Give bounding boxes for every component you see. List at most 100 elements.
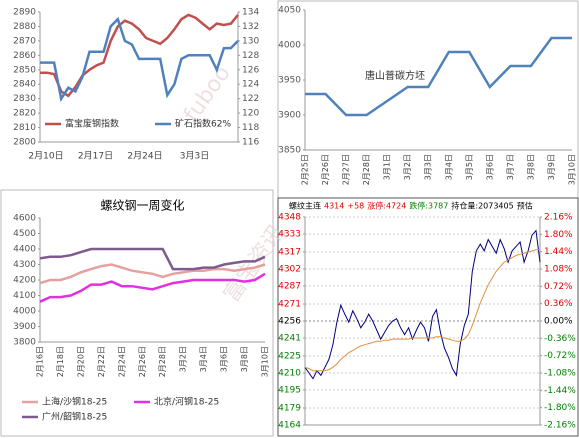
x-tick-label: 3月10日 bbox=[261, 346, 270, 377]
series-line bbox=[39, 263, 266, 285]
y-tick-label: 2860 bbox=[13, 51, 36, 61]
y-tick-label: 2830 bbox=[13, 94, 36, 104]
y-tick-label: 2890 bbox=[13, 8, 36, 18]
y-tick-label: 2810 bbox=[13, 123, 36, 133]
y-tick-label: 3800 bbox=[13, 338, 36, 348]
y-tick-label: 2820 bbox=[13, 109, 36, 119]
x-tick-label: 2月26日 bbox=[138, 346, 147, 377]
y-tick-label: 3900 bbox=[13, 322, 36, 332]
header-text: 涨停:4724 bbox=[367, 201, 406, 211]
y-tick-label: 4000 bbox=[278, 41, 301, 51]
y-tick-label: 2800 bbox=[13, 138, 36, 148]
y2-tick-label: 122 bbox=[242, 94, 259, 104]
x-tick-label: 3月5日 bbox=[465, 154, 474, 180]
x-tick-label: 3月9日 bbox=[547, 154, 556, 180]
frame bbox=[277, 197, 579, 437]
header-text: 4314 bbox=[324, 202, 344, 211]
series-line bbox=[39, 247, 266, 271]
frame bbox=[0, 189, 274, 437]
chart-title: 螺纹钢一周变化 bbox=[100, 198, 184, 213]
x-tick-label: 3月3日 bbox=[424, 154, 433, 180]
x-tick-label: 2月26日 bbox=[321, 154, 330, 185]
y-tick-label: 4333 bbox=[278, 229, 301, 239]
x-tick-label: 2月28日 bbox=[158, 346, 167, 377]
legend-label: 矿石指数62% bbox=[175, 118, 231, 130]
y2-tick-label: 2.16% bbox=[544, 213, 573, 223]
y-tick-label: 4050 bbox=[278, 6, 301, 16]
y-tick-label: 4302 bbox=[278, 265, 301, 275]
y-tick-label: 4000 bbox=[13, 307, 36, 317]
header-text: 预估 bbox=[517, 201, 533, 211]
y2-tick-label: -0.36% bbox=[544, 334, 576, 344]
x-tick-label: 3月4日 bbox=[444, 154, 453, 180]
legend-label: 富宝废钢指数 bbox=[65, 118, 119, 130]
y-tick-label: 4200 bbox=[13, 276, 36, 286]
x-tick-label: 3月1日 bbox=[383, 154, 392, 180]
y-tick-label: 4241 bbox=[278, 333, 301, 343]
y-tick-label: 2840 bbox=[13, 80, 36, 90]
y2-tick-label: 1.08% bbox=[544, 265, 573, 275]
y2-tick-label: -2.16% bbox=[544, 421, 576, 431]
y2-tick-label: 0.00% bbox=[544, 317, 573, 327]
y2-tick-label: -1.80% bbox=[544, 403, 576, 413]
y-tick-label: 4100 bbox=[13, 291, 36, 301]
x-tick-label: 3月6日 bbox=[220, 346, 229, 372]
header-text: 螺纹主连 bbox=[289, 201, 321, 211]
y-tick-label: 4271 bbox=[278, 300, 301, 310]
series-line bbox=[40, 16, 239, 102]
x-tick-label: 2月24日 bbox=[127, 151, 162, 162]
x-tick-label: 2月10日 bbox=[28, 151, 63, 162]
x-tick-label: 2月28日 bbox=[362, 154, 371, 185]
series-line bbox=[305, 36, 572, 117]
y2-tick-label: 134 bbox=[242, 8, 259, 18]
y-tick-label: 4317 bbox=[278, 248, 301, 258]
y-tick-label: 4179 bbox=[278, 404, 301, 414]
x-tick-label: 3月8日 bbox=[526, 154, 535, 180]
y-tick-label: 4300 bbox=[13, 260, 36, 270]
y-tick-label: 2880 bbox=[13, 22, 36, 32]
x-tick-label: 3月2日 bbox=[179, 346, 188, 372]
series-line bbox=[304, 249, 540, 372]
series-line bbox=[304, 229, 541, 380]
x-tick-label: 3月4日 bbox=[199, 346, 208, 372]
y2-tick-label: 120 bbox=[242, 109, 259, 119]
y2-tick-label: 0.36% bbox=[544, 299, 573, 309]
y-tick-label: 4225 bbox=[278, 352, 301, 362]
legend-label: 北京/河钢18-25 bbox=[154, 396, 219, 408]
y-tick-label: 4348 bbox=[278, 213, 301, 223]
x-tick-label: 3月7日 bbox=[506, 154, 515, 180]
header-text: 跌停:3787 bbox=[409, 201, 448, 211]
y-tick-label: 2850 bbox=[13, 65, 36, 75]
x-tick-label: 3月10日 bbox=[568, 154, 577, 185]
y2-tick-label: 116 bbox=[242, 138, 259, 148]
x-tick-label: 2月25日 bbox=[301, 154, 310, 185]
y2-tick-label: 1.44% bbox=[544, 247, 573, 257]
y2-tick-label: 132 bbox=[242, 22, 259, 32]
legend-label: 上海/沙钢18-25 bbox=[42, 396, 107, 408]
x-tick-label: 2月18日 bbox=[56, 346, 65, 377]
y2-tick-label: -1.08% bbox=[544, 369, 576, 379]
y-tick-label: 4210 bbox=[278, 369, 301, 379]
y2-tick-label: 1.80% bbox=[544, 230, 573, 240]
y2-tick-label: 130 bbox=[242, 36, 259, 46]
y-tick-label: 3850 bbox=[278, 146, 301, 156]
y-tick-label: 4400 bbox=[13, 245, 36, 255]
x-tick-label: 3月8日 bbox=[240, 346, 249, 372]
y2-tick-label: 124 bbox=[242, 80, 259, 90]
header-text: 持仓量:2073405 bbox=[451, 201, 513, 211]
y-tick-label: 4287 bbox=[278, 281, 301, 291]
y-tick-label: 4600 bbox=[13, 214, 36, 224]
y-tick-label: 2870 bbox=[13, 36, 36, 46]
y-tick-label: 3950 bbox=[278, 76, 301, 86]
y2-tick-label: 118 bbox=[242, 123, 259, 133]
y-tick-label: 3900 bbox=[278, 111, 301, 121]
y2-tick-label: -1.44% bbox=[544, 386, 576, 396]
x-tick-label: 2月17日 bbox=[78, 151, 113, 162]
y-tick-label: 4164 bbox=[278, 421, 301, 431]
y-tick-label: 4500 bbox=[13, 229, 36, 239]
x-tick-label: 2月24日 bbox=[117, 346, 126, 377]
x-tick-label: 2月22日 bbox=[97, 346, 106, 377]
x-tick-label: 3月6日 bbox=[485, 154, 494, 180]
legend-label: 广州/韶钢18-25 bbox=[42, 411, 107, 423]
